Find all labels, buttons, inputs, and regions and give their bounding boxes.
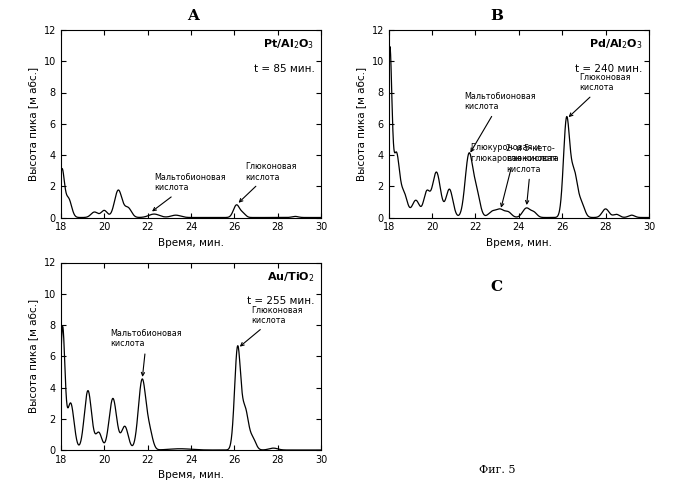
- Text: C: C: [491, 280, 503, 294]
- Text: Глюконовая
кислота: Глюконовая кислота: [569, 73, 631, 117]
- Y-axis label: Высота пика [м абс.]: Высота пика [м абс.]: [356, 66, 366, 181]
- Text: t = 255 мин.: t = 255 мин.: [247, 296, 314, 306]
- Text: t = 240 мин.: t = 240 мин.: [575, 64, 642, 74]
- X-axis label: Время, мин.: Время, мин.: [486, 238, 552, 248]
- Text: Au/TiO$_2$: Au/TiO$_2$: [267, 270, 314, 284]
- X-axis label: Время, мин.: Время, мин.: [158, 470, 224, 480]
- Text: A: A: [187, 9, 199, 23]
- Text: Мальтобионовая
кислота: Мальтобионовая кислота: [111, 329, 183, 376]
- Text: Глюкуроновая и
глюкаровая кислота: Глюкуроновая и глюкаровая кислота: [471, 144, 559, 206]
- Text: Pt/Al$_2$O$_3$: Pt/Al$_2$O$_3$: [264, 38, 314, 52]
- Text: Мальтобионовая
кислота: Мальтобионовая кислота: [153, 173, 226, 210]
- Text: Глюконовая
кислота: Глюконовая кислота: [239, 162, 297, 202]
- Y-axis label: Высота пика [м абс.]: Высота пика [м абс.]: [28, 299, 38, 414]
- Text: B: B: [490, 9, 504, 23]
- Text: t = 85 мин.: t = 85 мин.: [254, 64, 314, 74]
- Text: Фиг. 5: Фиг. 5: [479, 465, 515, 475]
- X-axis label: Время, мин.: Время, мин.: [158, 238, 224, 248]
- Text: 2- и 5-кето-
глюконовая
кислота: 2- и 5-кето- глюконовая кислота: [506, 144, 557, 204]
- Text: Мальтобионовая
кислота: Мальтобионовая кислота: [464, 92, 536, 152]
- Y-axis label: Высота пика [м абс.]: Высота пика [м абс.]: [28, 66, 38, 181]
- Text: Pd/Al$_2$O$_3$: Pd/Al$_2$O$_3$: [589, 38, 642, 52]
- Text: Глюконовая
кислота: Глюконовая кислота: [241, 306, 304, 346]
